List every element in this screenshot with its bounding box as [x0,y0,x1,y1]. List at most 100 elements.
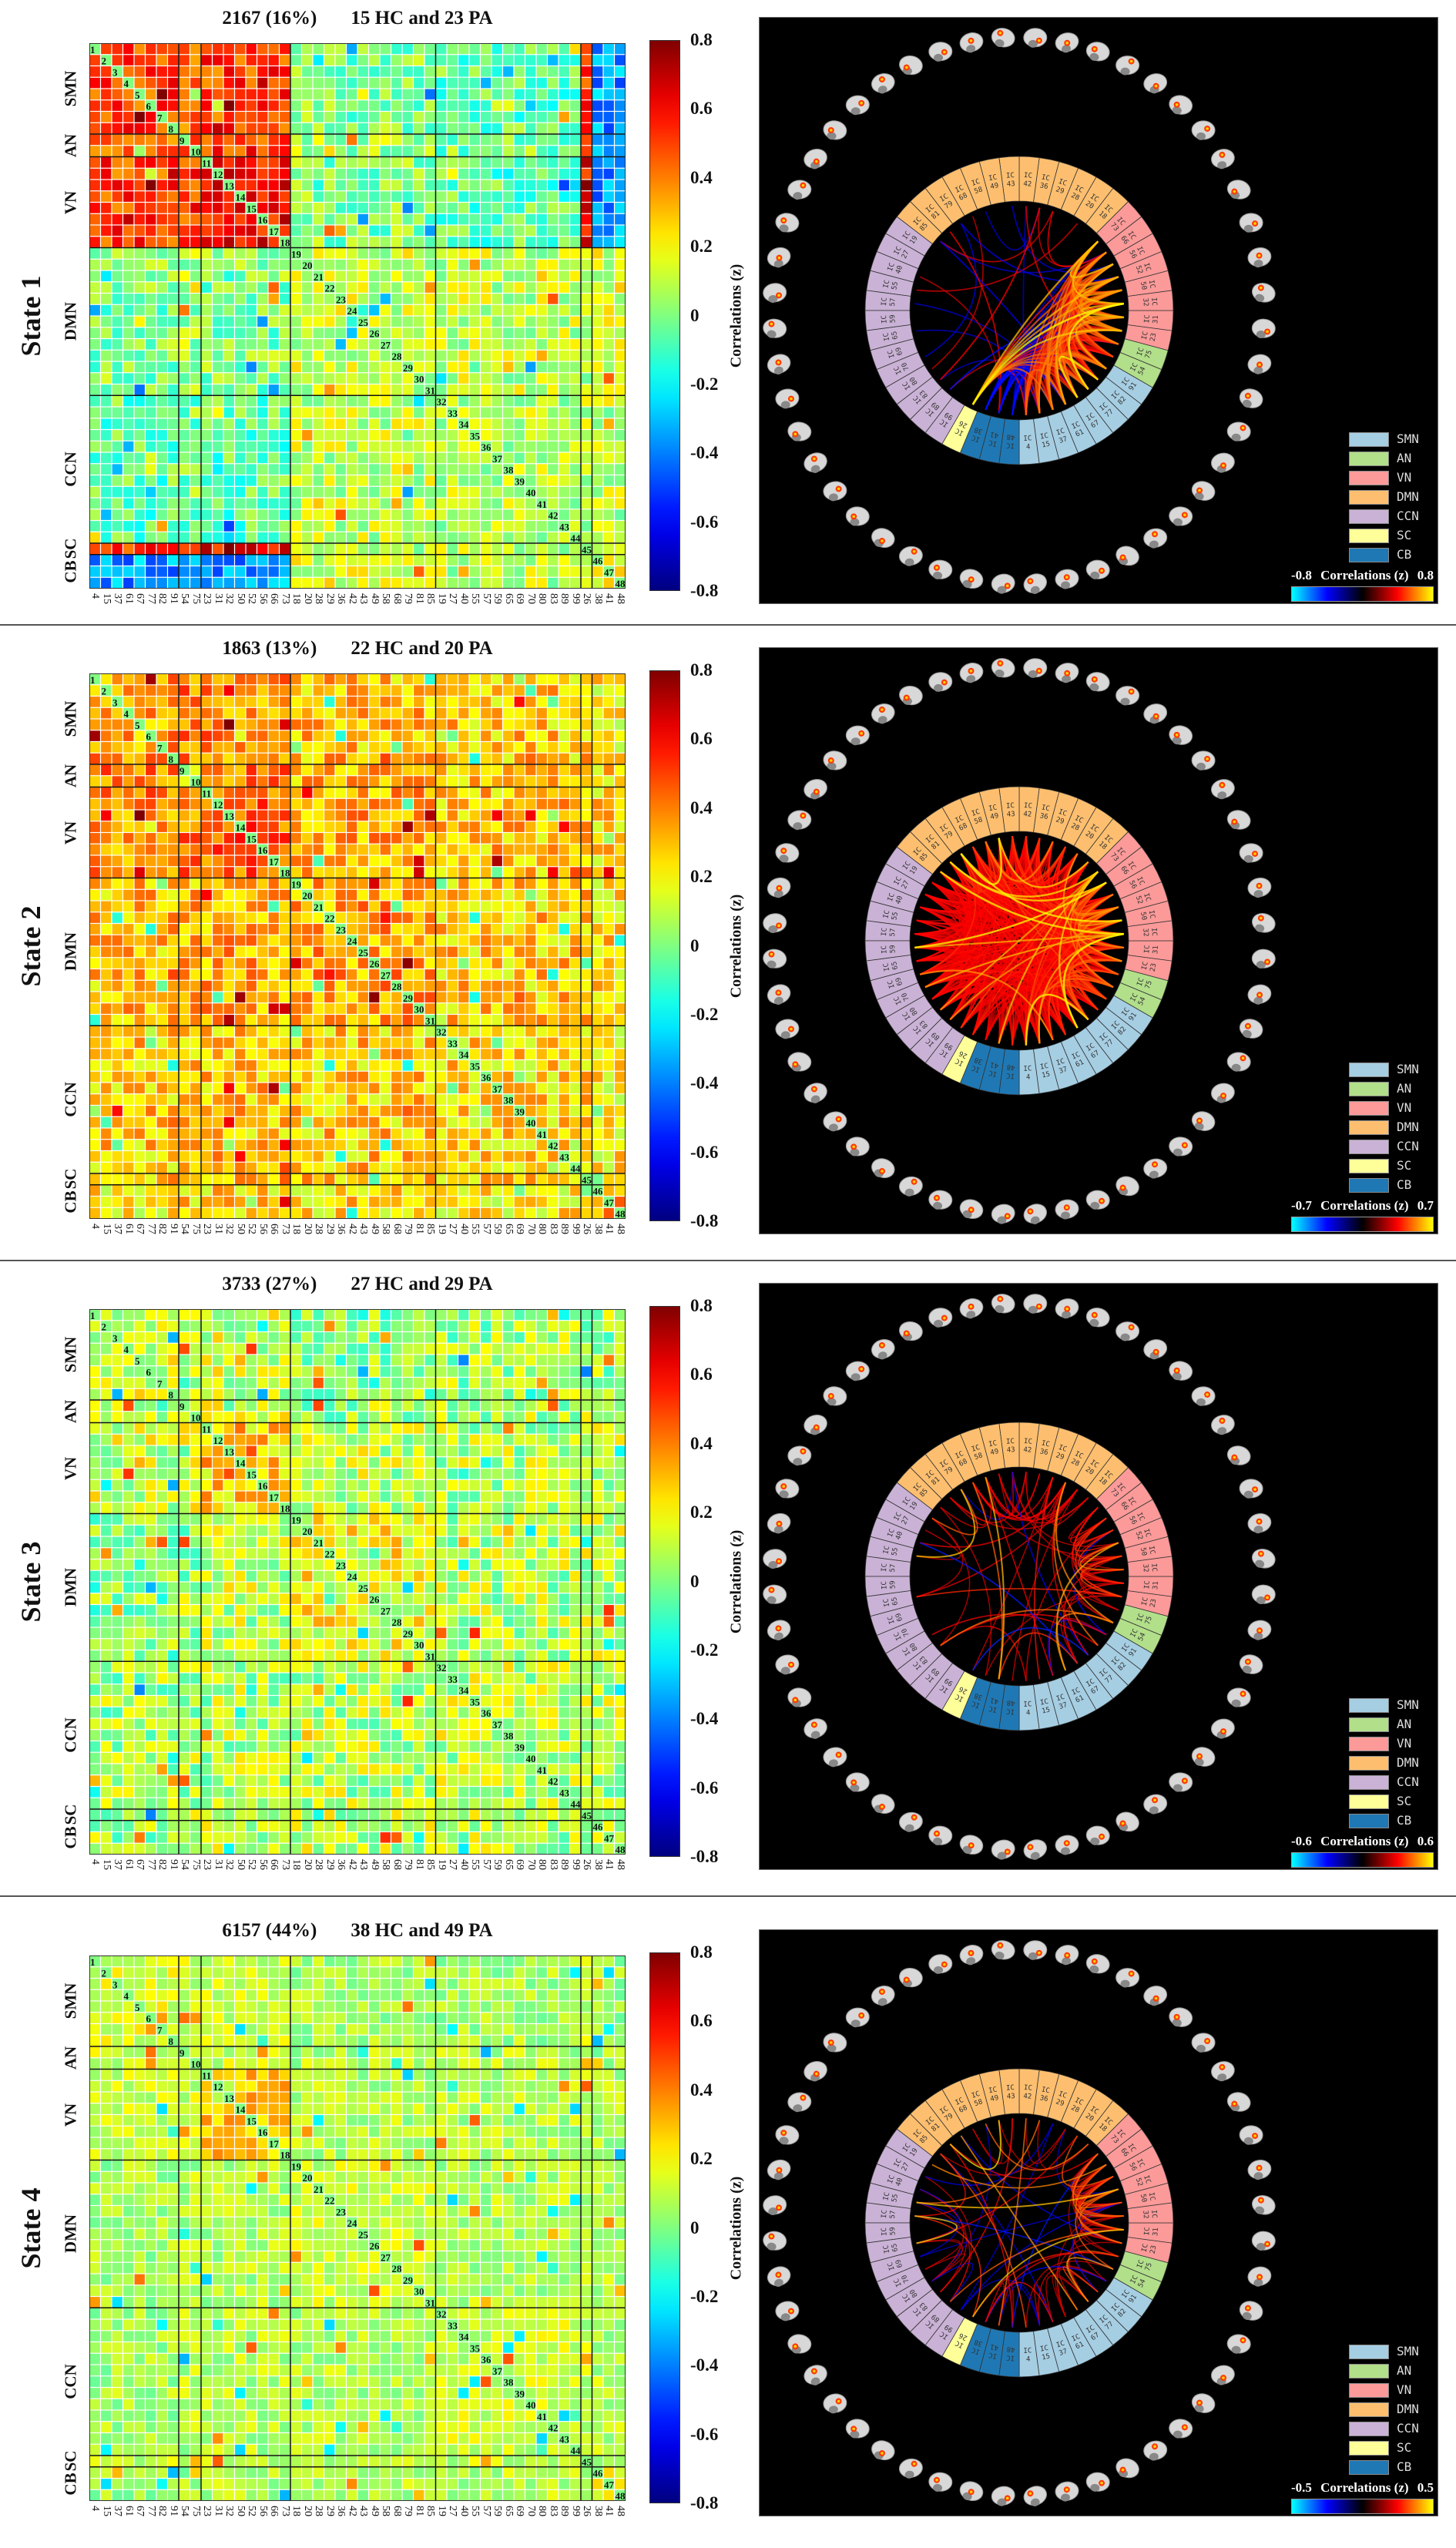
matrix-cell [257,100,268,111]
matrix-cell [458,77,469,89]
matrix-cell [548,1060,559,1071]
matrix-cell [469,294,480,304]
matrix-cell [347,339,357,350]
matrix-cell [190,1106,201,1116]
matrix-cell [246,855,257,867]
matrix-cell [213,225,223,237]
matrix-cell [447,180,458,191]
matrix-cell [436,532,447,543]
legend-swatch [1349,509,1389,524]
matrix-cell [402,855,413,867]
matrix-cell [357,237,368,247]
matrix-cell [514,112,525,123]
matrix-cell [380,742,391,753]
matrix-cell [414,66,424,77]
matrix-cell [603,1003,614,1014]
matrix-cell [570,361,581,373]
matrix-cell [436,924,447,935]
matrix-cell [414,555,424,566]
matrix-cell [213,464,223,475]
matrix-cell [101,901,112,912]
activation-peak [1246,394,1250,398]
matrix-cell [235,707,246,719]
matrix-cell [469,418,480,429]
matrix-cell [123,407,134,418]
matrix-cell [481,294,491,304]
matrix-cell [458,203,469,213]
matrix-cell [525,992,536,1003]
matrix-cell [123,134,134,146]
matrix-cell [402,475,413,486]
matrix-cell [179,168,190,180]
matrix-cell [514,730,525,741]
matrix-cell [391,867,402,878]
matrix-cell [369,100,380,111]
matrix-cell [481,555,491,566]
matrix-cell [559,134,569,146]
matrix-cell [548,543,559,555]
matrix-cell [201,889,212,901]
matrix-cell [369,89,380,100]
matrix-cell [536,203,547,213]
matrix-cell [156,844,167,855]
matrix-cell [190,935,201,946]
matrix-cell [246,55,257,65]
matrix-cell [235,304,246,316]
matrix-cell [436,361,447,373]
matrix-cell [313,304,324,316]
matrix-cell [146,555,156,566]
matrix-cell [123,821,134,832]
matrix-cell [402,316,413,327]
matrix-cell [290,798,301,810]
matrix-cell [369,1049,380,1059]
matrix-cell [324,753,335,764]
matrix-cell [112,867,122,878]
matrix-cell [168,430,179,441]
matrix-cell [402,294,413,304]
matrix-cell [536,798,547,810]
matrix-cell [156,992,167,1003]
matrix-cell [581,282,592,293]
matrix-cell [146,225,156,237]
matrix-cell [391,532,402,543]
matrix-cell [491,464,502,475]
matrix-cell [156,673,167,685]
matrix-cell [548,134,559,146]
matrix-cell [536,384,547,395]
matrix-cell [201,521,212,532]
matrix-cell [615,543,626,555]
matrix-cell [447,418,458,429]
ring-label-number: 48 [1007,432,1015,441]
matrix-cell [123,1094,134,1105]
matrix-cell [347,112,357,123]
matrix-cell [324,43,335,55]
matrix-cell [581,373,592,384]
matrix-cell [491,730,502,741]
matrix-cell [357,521,368,532]
matrix-cell [213,395,223,407]
matrix-cell [548,384,559,395]
matrix-cell [179,821,190,832]
matrix-cell [335,282,346,293]
matrix-cell [156,1060,167,1071]
matrix-cell [280,798,290,810]
matrix-cell [335,673,346,685]
matrix-cell [179,1094,190,1105]
matrix-cell [324,77,335,89]
matrix-cell [290,270,301,282]
brain-stem [767,330,777,338]
matrix-cell [246,532,257,543]
matrix-cell [603,878,614,889]
matrix-cell [290,112,301,123]
matrix-cell [235,753,246,764]
matrix-cell [112,168,122,180]
matrix-cell [268,339,279,350]
matrix-cell [402,673,413,685]
matrix-cell [313,384,324,395]
matrix-cell [123,77,134,89]
matrix-cell [481,475,491,486]
matrix-cell [603,339,614,350]
